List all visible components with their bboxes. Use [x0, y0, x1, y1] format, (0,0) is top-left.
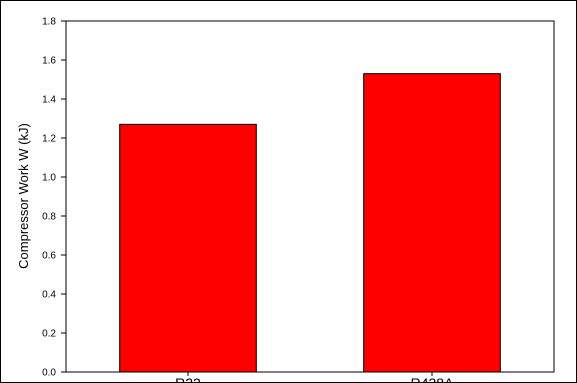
plot-area	[65, 20, 555, 373]
bars	[119, 73, 501, 373]
y-tick-label: 0.4	[42, 290, 56, 301]
y-tick-label: 0.0	[42, 368, 56, 379]
y-tick-label: 1.0	[42, 173, 56, 184]
x-axis: R22 R438A	[175, 372, 454, 383]
bar-r438a	[363, 73, 501, 373]
y-tick-label: 1.6	[42, 56, 56, 67]
y-tick-label: 1.8	[42, 17, 56, 28]
y-tick-label: 0.8	[42, 212, 56, 223]
y-tick-label: 0.6	[42, 251, 56, 262]
y-tick-label: 0.2	[42, 329, 56, 340]
plot-border	[65, 20, 555, 373]
y-axis: 0.0 0.2 0.4 0.6 0.8 1.0 1.2 1.4 1.6 1.8	[42, 17, 66, 379]
y-tick-label: 1.4	[42, 95, 56, 106]
y-tick-label: 1.2	[42, 134, 56, 145]
bar-r22	[119, 123, 257, 373]
x-tick-label: R438A	[411, 375, 454, 383]
y-axis-title: Compressor Work W (kJ)	[16, 123, 31, 269]
x-tick-label: R22	[175, 375, 201, 383]
